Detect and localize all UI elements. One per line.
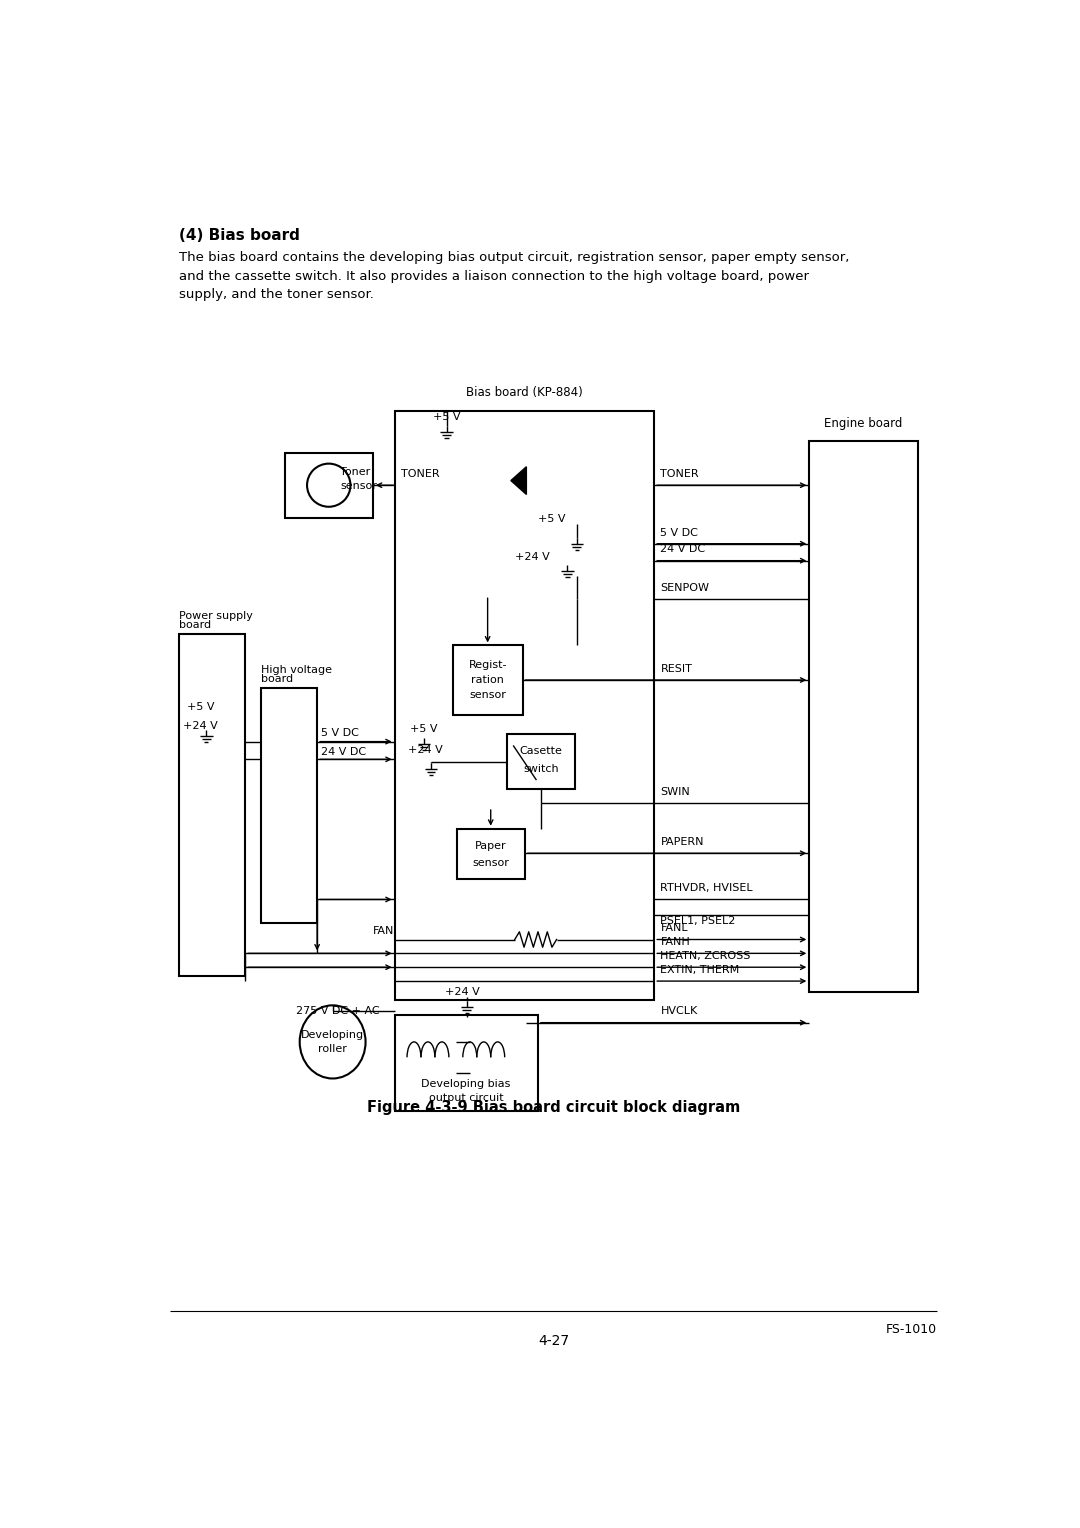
Text: Toner
sensor: Toner sensor (340, 468, 377, 490)
Bar (453, 645, 523, 715)
Text: 5 V DC: 5 V DC (661, 527, 699, 538)
Text: RTHVDR, HVISEL: RTHVDR, HVISEL (661, 883, 753, 894)
Bar (284, 452, 373, 518)
Text: supply, and the toner sensor.: supply, and the toner sensor. (179, 289, 374, 301)
Text: TONER: TONER (661, 469, 699, 480)
Text: 4-27: 4-27 (538, 1334, 569, 1348)
Text: +5 V: +5 V (410, 724, 437, 733)
Bar (809, 442, 918, 992)
Text: 24 V DC: 24 V DC (661, 544, 705, 555)
Text: TONER: TONER (401, 469, 440, 480)
Text: +5 V: +5 V (187, 701, 215, 712)
Bar (261, 688, 318, 923)
Text: +24 V: +24 V (408, 744, 443, 755)
Text: +24 V: +24 V (183, 721, 218, 732)
Text: ration: ration (471, 675, 504, 685)
Polygon shape (511, 466, 526, 495)
Text: Developing bias: Developing bias (421, 1079, 511, 1089)
Text: Casette: Casette (519, 746, 563, 756)
Text: Regist-: Regist- (469, 660, 507, 669)
Text: +5 V: +5 V (538, 513, 565, 524)
Text: Engine board: Engine board (824, 417, 903, 429)
Text: SWIN: SWIN (661, 787, 690, 798)
Text: The bias board contains the developing bias output circuit, registration sensor,: The bias board contains the developing b… (179, 251, 850, 264)
Text: board: board (179, 620, 212, 630)
Text: FANL: FANL (661, 923, 688, 934)
Text: +24 V: +24 V (515, 552, 550, 562)
Bar (394, 411, 654, 999)
Text: FANH: FANH (661, 937, 690, 947)
Text: FS-1010: FS-1010 (886, 1323, 937, 1335)
Text: HEATN, ZCROSS: HEATN, ZCROSS (661, 950, 751, 961)
Text: and the cassette switch. It also provides a liaison connection to the high volta: and the cassette switch. It also provide… (179, 269, 809, 283)
Text: 275 V DC + AC: 275 V DC + AC (296, 1005, 379, 1016)
Text: FAN: FAN (374, 926, 394, 937)
Text: output circuit: output circuit (429, 1093, 503, 1103)
Text: board: board (261, 674, 294, 685)
Text: Bias board (KP-884): Bias board (KP-884) (465, 387, 582, 399)
Bar (179, 634, 245, 976)
Text: sensor: sensor (469, 691, 507, 700)
Text: switch: switch (524, 764, 559, 773)
Text: 5 V DC: 5 V DC (321, 727, 359, 738)
Text: +5 V: +5 V (433, 413, 461, 422)
Bar (507, 733, 576, 790)
Text: SENPOW: SENPOW (661, 584, 710, 593)
Text: Developing
roller: Developing roller (301, 1030, 364, 1053)
Text: Figure 4-3-9 Bias board circuit block diagram: Figure 4-3-9 Bias board circuit block di… (367, 1100, 740, 1115)
Text: Paper: Paper (475, 840, 507, 851)
Text: RESIT: RESIT (661, 663, 692, 674)
Text: PSEL1, PSEL2: PSEL1, PSEL2 (661, 917, 735, 926)
Text: sensor: sensor (472, 859, 509, 868)
Text: EXTIN, THERM: EXTIN, THERM (661, 964, 740, 975)
Text: (4) Bias board: (4) Bias board (179, 228, 300, 243)
Text: High voltage: High voltage (261, 665, 333, 675)
Text: HVCLK: HVCLK (661, 1007, 698, 1016)
Bar (457, 828, 525, 879)
Text: PAPERN: PAPERN (661, 837, 704, 847)
Text: Power supply: Power supply (179, 611, 253, 620)
Bar (394, 1015, 538, 1111)
Text: 24 V DC: 24 V DC (321, 747, 366, 756)
Text: +24 V: +24 V (445, 987, 480, 998)
